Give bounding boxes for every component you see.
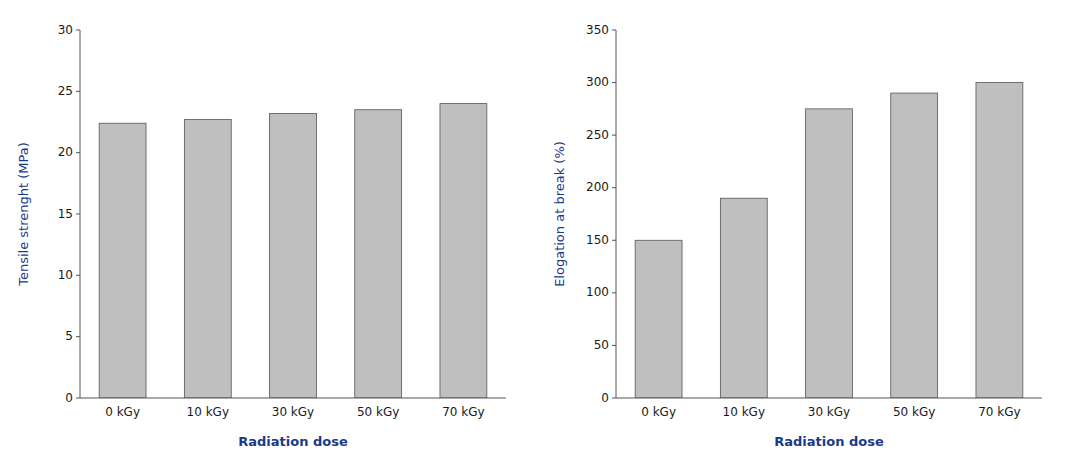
x-tick-label: 30 kGy [808, 405, 850, 419]
x-tick-label: 10 kGy [187, 405, 229, 419]
y-tick [612, 135, 616, 136]
x-tick-label: 50 kGy [357, 405, 399, 419]
bar [891, 93, 938, 398]
y-tick-label: 100 [586, 285, 609, 299]
y-tick [612, 398, 616, 399]
y-axis-label: Tensile strenght (MPa) [16, 142, 31, 287]
y-tick-label: 300 [586, 75, 609, 89]
bar [355, 110, 402, 398]
y-tick-label: 50 [594, 338, 609, 352]
x-axis-line [616, 398, 1042, 399]
bar [635, 240, 682, 398]
x-tick-label: 30 kGy [272, 405, 314, 419]
bar [720, 198, 767, 398]
y-tick-label: 0 [601, 391, 609, 405]
y-tick-label: 200 [586, 180, 609, 194]
x-tick-label: 0 kGy [105, 405, 140, 419]
y-tick-label: 150 [586, 233, 609, 247]
x-tick-label: 0 kGy [641, 405, 676, 419]
y-tick [76, 152, 80, 153]
bar [270, 113, 317, 398]
y-tick [76, 30, 80, 31]
y-tick-label: 30 [58, 23, 73, 37]
y-tick [612, 240, 616, 241]
y-tick [612, 345, 616, 346]
y-tick [612, 30, 616, 31]
x-axis-line [80, 398, 506, 399]
x-tick-label: 70 kGy [978, 405, 1020, 419]
y-tick-label: 20 [58, 145, 73, 159]
x-tick-label: 70 kGy [442, 405, 484, 419]
bar [976, 83, 1023, 398]
bar [99, 123, 146, 398]
y-tick-label: 350 [586, 23, 609, 37]
y-tick [76, 398, 80, 399]
panel: 0 50 100 150 200 250 300 350 0 kGy 10 kGy 30 kGy 50… [552, 23, 1042, 450]
figure: 0 5 10 15 20 25 30 0 kGy 10 kGy 30 kGy 50 kGy 70 kG… [0, 0, 1072, 473]
y-tick-label: 10 [58, 268, 73, 282]
bar [806, 109, 853, 398]
bars [99, 104, 487, 398]
y-axis-line [616, 30, 617, 398]
y-tick [612, 187, 616, 188]
x-axis-label: Radiation dose [238, 434, 348, 449]
y-tick [76, 214, 80, 215]
y-tick [76, 91, 80, 92]
y-tick [76, 336, 80, 337]
y-axis-label: Elogation at break (%) [552, 141, 567, 287]
panel: 0 5 10 15 20 25 30 0 kGy 10 kGy 30 kGy 50 kGy 70 kG… [16, 23, 506, 450]
bars [635, 83, 1023, 398]
y-tick [76, 275, 80, 276]
y-tick-label: 5 [65, 329, 73, 343]
y-tick [612, 82, 616, 83]
y-tick-label: 15 [58, 207, 73, 221]
x-tick-label: 50 kGy [893, 405, 935, 419]
bar [440, 104, 487, 398]
chart-container: 0 5 10 15 20 25 30 0 kGy 10 kGy 30 kGy 50 kGy 70 kG… [0, 0, 1072, 473]
y-tick-label: 0 [65, 391, 73, 405]
x-tick-label: 10 kGy [723, 405, 765, 419]
x-axis-label: Radiation dose [774, 434, 884, 449]
bar [184, 120, 231, 398]
y-tick-label: 25 [58, 84, 73, 98]
y-tick-label: 250 [586, 128, 609, 142]
y-tick [612, 292, 616, 293]
